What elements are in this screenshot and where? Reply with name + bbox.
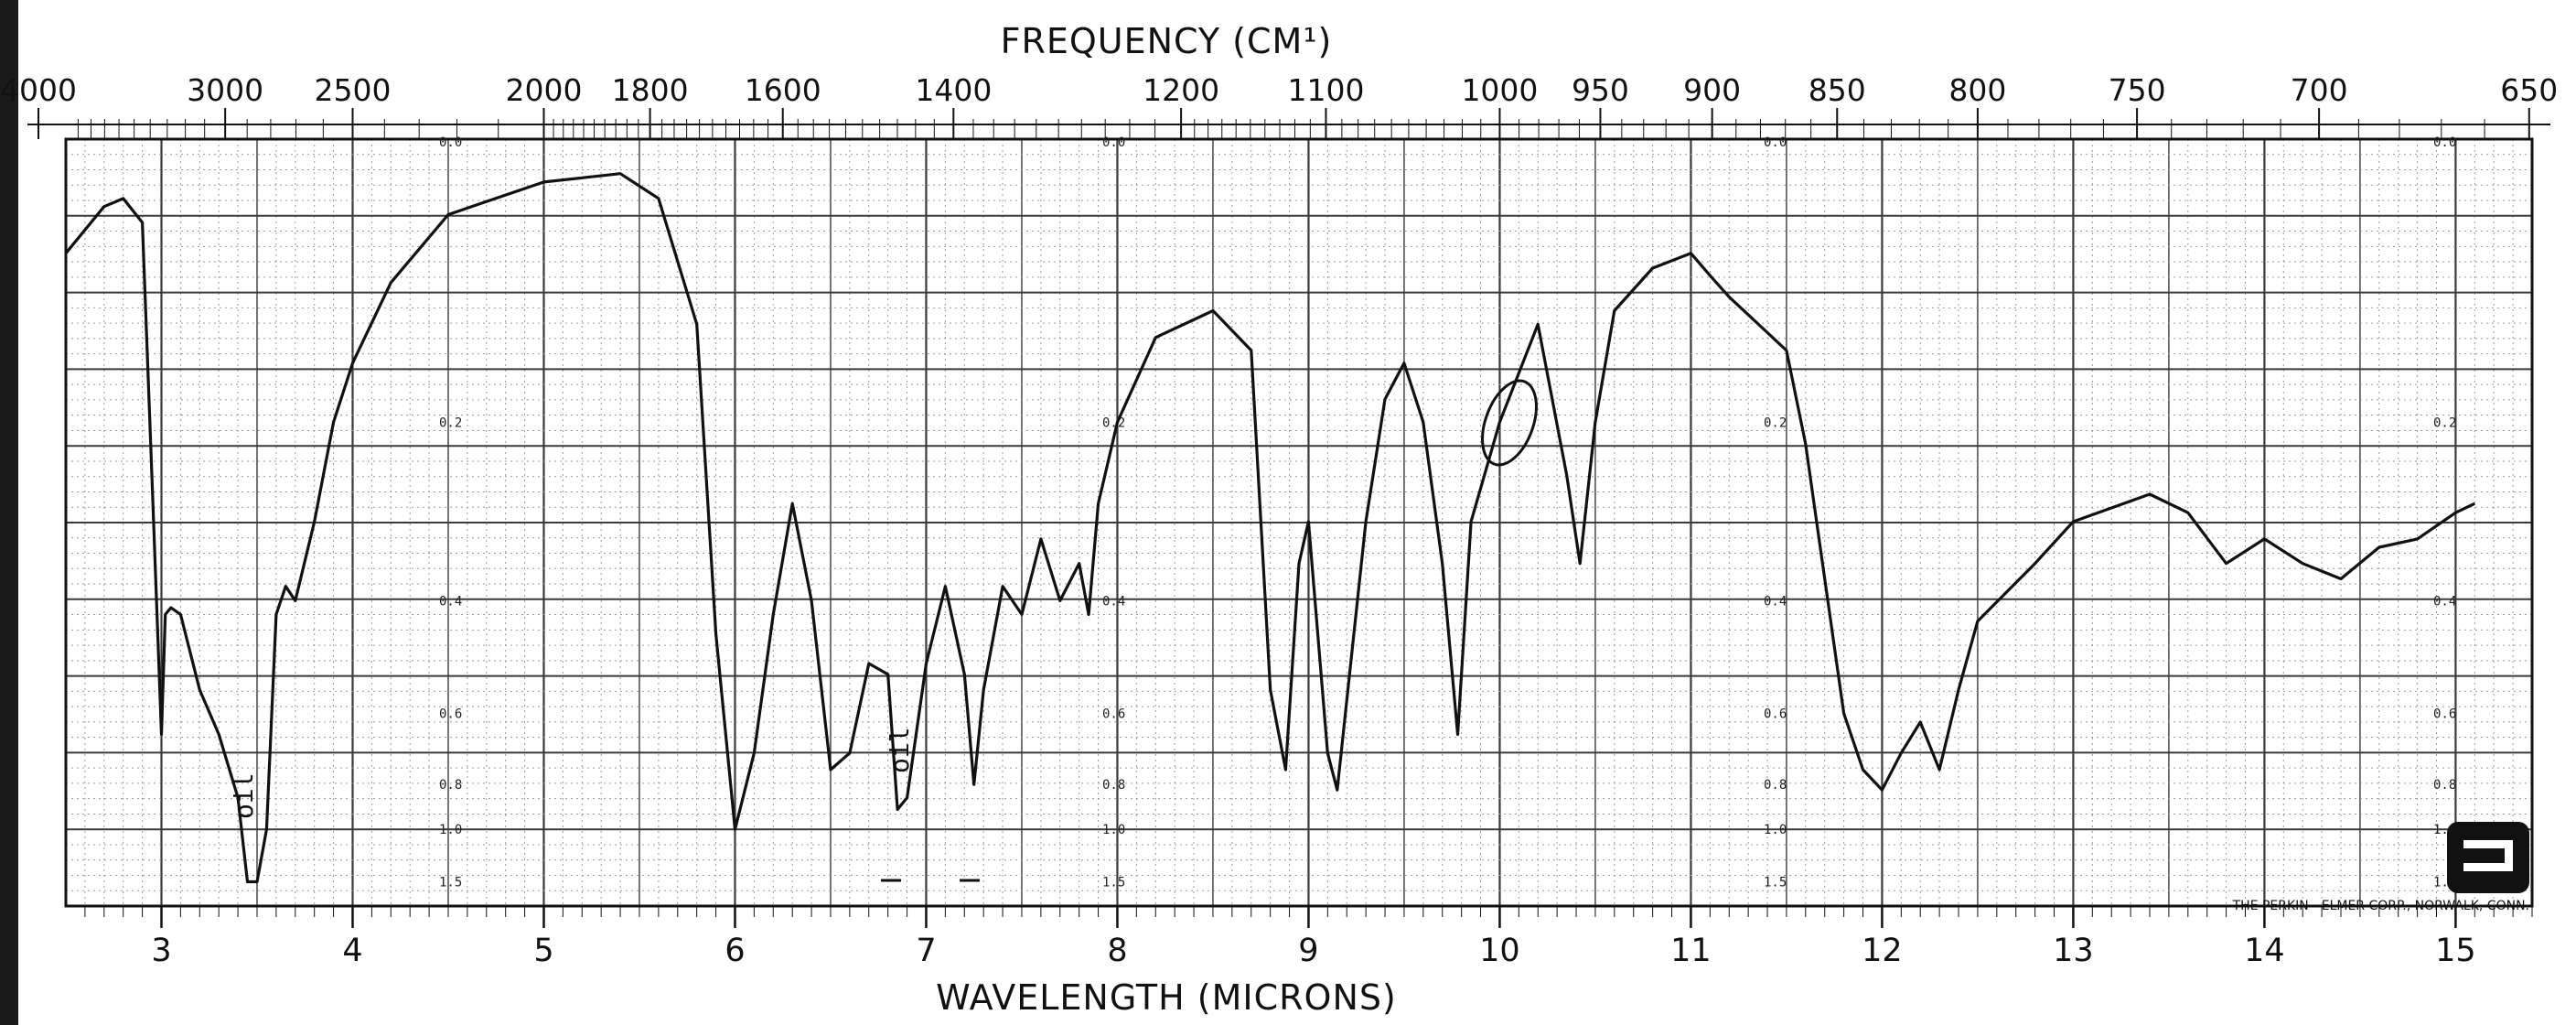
absorbance-label: 0.2 bbox=[2433, 415, 2456, 430]
top-tick-label: 3000 bbox=[187, 72, 263, 108]
absorbance-label: 0.6 bbox=[439, 707, 462, 722]
absorbance-label: 1.0 bbox=[1102, 823, 1125, 837]
absorbance-label: 0.8 bbox=[439, 778, 462, 793]
absorbance-label: 0.0 bbox=[2433, 135, 2456, 150]
bottom-tick-label: 6 bbox=[724, 933, 745, 969]
absorbance-label: 0.0 bbox=[439, 135, 462, 150]
top-axis-title: FREQUENCY (CM¹) bbox=[1001, 21, 1333, 61]
absorbance-label: 0.0 bbox=[1102, 135, 1125, 150]
absorbance-labels: 0.0 0.0 0.0 0.0 0.2 0.2 0.2 0.2 0.4 0.4 0.4 0.4 0.6 0… bbox=[439, 135, 2456, 890]
absorbance-label: 0.4 bbox=[1764, 594, 1787, 609]
absorbance-label: 0.6 bbox=[1764, 707, 1787, 722]
absorbance-label: 0.8 bbox=[1102, 778, 1125, 793]
top-tick-label: 1400 bbox=[915, 72, 992, 108]
absorbance-label: 1.5 bbox=[439, 876, 462, 890]
top-tick-label: 950 bbox=[1572, 72, 1629, 108]
perkin-elmer-note: THE PERKIN - ELMER CORP., NORWALK, CONN. bbox=[2232, 899, 2529, 913]
bottom-tick-label: 15 bbox=[2435, 933, 2476, 969]
top-tick-label: 700 bbox=[2291, 72, 2348, 108]
absorbance-label: 1.5 bbox=[1764, 876, 1787, 890]
top-tick-label: 1100 bbox=[1287, 72, 1364, 108]
absorbance-label: 0.2 bbox=[1764, 415, 1787, 430]
bottom-tick-label: 7 bbox=[916, 933, 936, 969]
top-tick-label: 1200 bbox=[1143, 72, 1219, 108]
bottom-tick-label: 5 bbox=[533, 933, 553, 969]
perkin-elmer-logo bbox=[2447, 822, 2529, 893]
bottom-axis-title: WAVELENGTH (MICRONS) bbox=[936, 977, 1397, 1018]
bottom-tick-label: 11 bbox=[1670, 933, 1712, 969]
absorbance-label: 0.6 bbox=[2433, 707, 2456, 722]
top-tick-label: 750 bbox=[2109, 72, 2166, 108]
top-tick-label: 1800 bbox=[612, 72, 689, 108]
absorbance-label: 0.4 bbox=[2433, 594, 2456, 609]
absorbance-label: 1.0 bbox=[439, 823, 462, 837]
chart-grid bbox=[64, 137, 2534, 908]
bottom-tick-label: 9 bbox=[1298, 933, 1318, 969]
top-tick-label: 1600 bbox=[745, 72, 821, 108]
absorbance-label: 0.4 bbox=[1102, 594, 1125, 609]
bottom-axis-ticks: 3 4 5 6 7 8 9 10 11 12 13 14 15 bbox=[84, 906, 2533, 969]
absorbance-label: 0.2 bbox=[1102, 415, 1125, 430]
spectrum-line bbox=[64, 172, 2475, 884]
bottom-tick-label: 13 bbox=[2053, 933, 2094, 969]
top-tick-label: 4000 bbox=[0, 72, 77, 108]
spectrum-series bbox=[64, 172, 2475, 884]
top-tick-label: 900 bbox=[1683, 72, 1741, 108]
plot-frame bbox=[64, 137, 2534, 908]
top-tick-label: 850 bbox=[1809, 72, 1866, 108]
absorbance-label: 0.2 bbox=[439, 415, 462, 430]
oil-annotation-1: oil bbox=[229, 772, 259, 819]
top-tick-label: 1000 bbox=[1461, 72, 1538, 108]
left-binding-edge bbox=[0, 0, 18, 1025]
bottom-tick-label: 12 bbox=[1862, 933, 1903, 969]
bottom-tick-label: 8 bbox=[1107, 933, 1127, 969]
absorbance-label: 0.8 bbox=[1764, 778, 1787, 793]
oil-annotation-2: oil bbox=[885, 727, 915, 773]
absorbance-label: 0.0 bbox=[1764, 135, 1787, 150]
top-tick-label: 2500 bbox=[314, 72, 391, 108]
bottom-tick-label: 4 bbox=[342, 933, 362, 969]
bottom-tick-label: 10 bbox=[1479, 933, 1520, 969]
absorbance-label: 0.6 bbox=[1102, 707, 1125, 722]
top-axis-ticks: 4000 3000 2500 2000 1800 1600 1400 1200 1100 1000… bbox=[0, 72, 2558, 139]
absorbance-label: 0.8 bbox=[2433, 778, 2456, 793]
bottom-tick-label: 14 bbox=[2244, 933, 2285, 969]
top-tick-label: 800 bbox=[1948, 72, 2006, 108]
absorbance-label: 1.5 bbox=[1102, 876, 1125, 890]
absorbance-label: 0.4 bbox=[439, 594, 462, 609]
bottom-tick-label: 3 bbox=[151, 933, 171, 969]
top-tick-label: 2000 bbox=[505, 72, 582, 108]
top-tick-label: 650 bbox=[2500, 72, 2558, 108]
absorbance-label: 1.0 bbox=[1764, 823, 1787, 837]
hand-drawn-circle bbox=[1481, 379, 1538, 467]
